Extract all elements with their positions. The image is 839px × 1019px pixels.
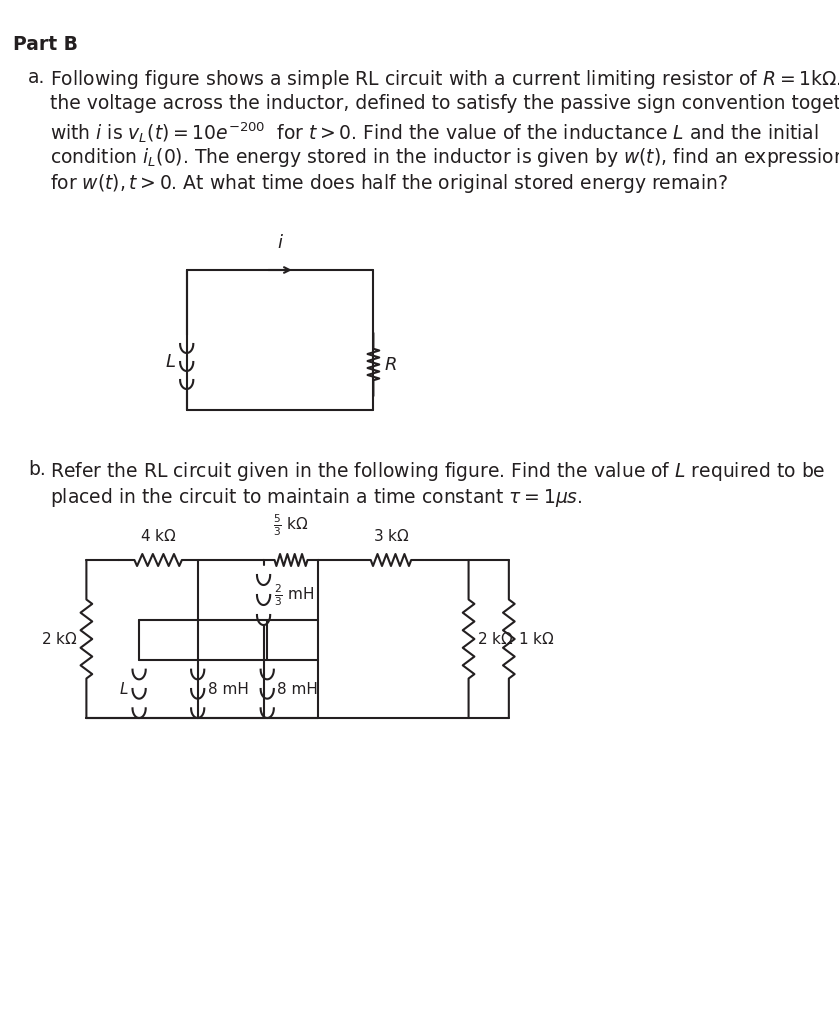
- Text: Refer the RL circuit given in the following figure. Find the value of $L$ requir: Refer the RL circuit given in the follow…: [50, 460, 826, 483]
- Text: for $w(t), t > 0$. At what time does half the original stored energy remain?: for $w(t), t > 0$. At what time does hal…: [50, 172, 728, 195]
- Text: Following figure shows a simple RL circuit with a current limiting resistor of $: Following figure shows a simple RL circu…: [50, 68, 839, 91]
- Text: 8 mH: 8 mH: [208, 682, 249, 697]
- Text: $\frac{5}{3}$ k$\Omega$: $\frac{5}{3}$ k$\Omega$: [274, 513, 309, 538]
- Text: 4 k$\Omega$: 4 k$\Omega$: [140, 528, 176, 544]
- Text: 2 k$\Omega$: 2 k$\Omega$: [477, 631, 513, 647]
- Text: $i$: $i$: [277, 234, 284, 252]
- Text: condition $i_L(0)$. The energy stored in the inductor is given by $w(t)$, find a: condition $i_L(0)$. The energy stored in…: [50, 146, 839, 169]
- Text: $L$: $L$: [165, 353, 176, 371]
- Text: $\frac{2}{3}$ mH: $\frac{2}{3}$ mH: [274, 582, 314, 607]
- Text: with $i$ is $v_L(t) = 10e^{-200}$  for $t > 0$. Find the value of the inductance: with $i$ is $v_L(t) = 10e^{-200}$ for $t…: [50, 120, 819, 145]
- Text: 1 k$\Omega$: 1 k$\Omega$: [518, 631, 554, 647]
- Text: a.: a.: [28, 68, 45, 87]
- Text: b.: b.: [28, 460, 45, 479]
- Text: placed in the circuit to maintain a time constant $\tau = 1\mu s$.: placed in the circuit to maintain a time…: [50, 486, 582, 510]
- Text: $R$: $R$: [383, 356, 397, 374]
- Text: 2 k$\Omega$: 2 k$\Omega$: [41, 631, 78, 647]
- Text: Part B: Part B: [13, 35, 78, 54]
- Text: 3 k$\Omega$: 3 k$\Omega$: [373, 528, 409, 544]
- Text: the voltage across the inductor, defined to satisfy the passive sign convention : the voltage across the inductor, defined…: [50, 94, 839, 113]
- Text: $L$: $L$: [119, 681, 129, 697]
- Text: 8 mH: 8 mH: [278, 682, 318, 697]
